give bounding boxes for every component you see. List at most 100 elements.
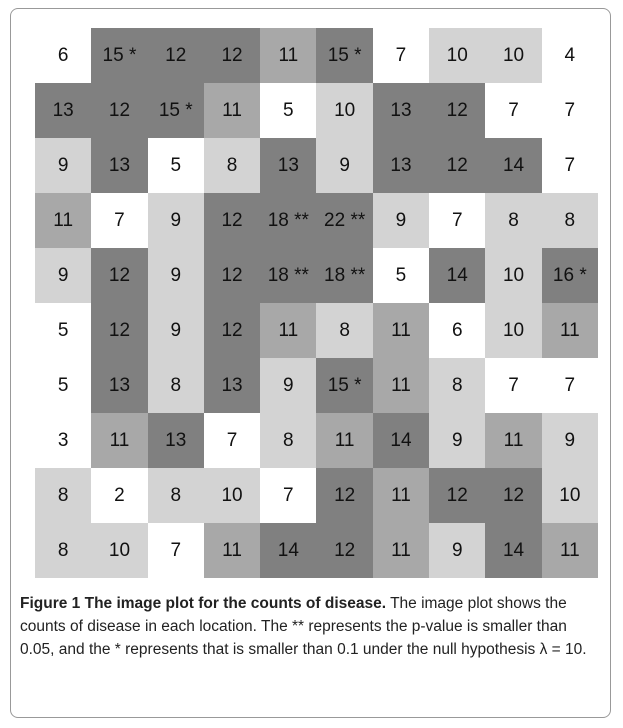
cell: 16 * — [541, 248, 598, 303]
cell: 10 — [316, 83, 373, 138]
cell: 8 — [541, 193, 598, 248]
cell: 15 * — [316, 28, 373, 83]
cell: 12 — [429, 468, 486, 523]
figure-frame — [10, 8, 611, 718]
cell: 2 — [91, 468, 148, 523]
cell: 11 — [203, 83, 261, 138]
cell: 9 — [372, 193, 430, 248]
cell: 12 — [485, 468, 542, 523]
cell: 7 — [429, 193, 486, 248]
cell: 13 — [260, 138, 317, 193]
cell: 3 — [35, 413, 92, 468]
cell: 7 — [485, 83, 542, 138]
cell: 8 — [147, 358, 204, 413]
cell: 22 ** — [316, 193, 373, 248]
cell: 12 — [91, 248, 148, 303]
cell: 8 — [147, 468, 204, 523]
cell: 9 — [147, 248, 204, 303]
cell: 13 — [372, 83, 430, 138]
cell: 8 — [260, 413, 317, 468]
cell: 15 * — [91, 28, 148, 83]
cell: 11 — [91, 413, 148, 468]
cell: 12 — [316, 468, 373, 523]
cell: 6 — [35, 28, 92, 83]
cell: 13 — [147, 413, 204, 468]
cell: 8 — [35, 468, 92, 523]
cell: 11 — [260, 28, 317, 83]
cell: 12 — [147, 28, 204, 83]
caption-title: Figure 1 The image plot for the counts o… — [20, 595, 387, 612]
cell: 15 * — [316, 358, 373, 413]
cell: 18 ** — [316, 248, 373, 303]
cell: 7 — [485, 358, 542, 413]
cell: 8 — [203, 138, 261, 193]
cell: 11 — [35, 193, 92, 248]
cell: 12 — [91, 303, 148, 358]
cell: 18 ** — [260, 193, 317, 248]
cell: 11 — [203, 523, 261, 578]
cell: 11 — [372, 358, 430, 413]
cell: 10 — [91, 523, 148, 578]
cell: 10 — [541, 468, 598, 523]
cell: 7 — [203, 413, 261, 468]
cell: 5 — [372, 248, 430, 303]
cell: 13 — [372, 138, 430, 193]
cell: 7 — [541, 83, 598, 138]
cell: 9 — [316, 138, 373, 193]
cell: 12 — [203, 193, 261, 248]
cell: 13 — [35, 83, 92, 138]
cell: 5 — [35, 303, 92, 358]
cell: 9 — [35, 138, 92, 193]
cell: 12 — [203, 303, 261, 358]
cell: 11 — [541, 523, 598, 578]
cell: 9 — [147, 303, 204, 358]
cell: 11 — [372, 303, 430, 358]
cell: 11 — [485, 413, 542, 468]
cell: 11 — [372, 523, 430, 578]
cell: 5 — [147, 138, 204, 193]
cell: 9 — [429, 413, 486, 468]
cell: 9 — [147, 193, 204, 248]
image-plot: 6 15 * 12 12 11 15 * 7 10 10 4 13 12 15 * 11 5 10 13 12 7 7… — [35, 28, 598, 578]
cell: 7 — [541, 358, 598, 413]
cell: 12 — [91, 83, 148, 138]
cell: 10 — [429, 28, 486, 83]
cell: 10 — [485, 28, 542, 83]
cell: 11 — [372, 468, 430, 523]
cell: 8 — [429, 358, 486, 413]
cell: 8 — [316, 303, 373, 358]
cell: 14 — [485, 138, 542, 193]
cell: 10 — [485, 303, 542, 358]
cell: 13 — [91, 358, 148, 413]
cell: 7 — [260, 468, 317, 523]
cell: 7 — [541, 138, 598, 193]
cell: 12 — [203, 248, 261, 303]
cell: 9 — [541, 413, 598, 468]
cell: 9 — [260, 358, 317, 413]
caption: Figure 1 The image plot for the counts o… — [20, 592, 605, 661]
cell: 8 — [485, 193, 542, 248]
cell: 18 ** — [260, 248, 317, 303]
cell: 12 — [203, 28, 261, 83]
cell: 14 — [485, 523, 542, 578]
cell: 9 — [429, 523, 486, 578]
cell: 11 — [260, 303, 317, 358]
cell: 14 — [372, 413, 430, 468]
cell: 7 — [372, 28, 430, 83]
cell: 14 — [429, 248, 486, 303]
cell: 7 — [147, 523, 204, 578]
cell: 5 — [35, 358, 92, 413]
cell: 14 — [260, 523, 317, 578]
cell: 9 — [35, 248, 92, 303]
cell: 11 — [541, 303, 598, 358]
cell: 4 — [541, 28, 598, 83]
cell: 5 — [260, 83, 317, 138]
cell: 12 — [429, 83, 486, 138]
cell: 15 * — [147, 83, 204, 138]
cell: 8 — [35, 523, 92, 578]
cell: 6 — [429, 303, 486, 358]
cell: 12 — [429, 138, 486, 193]
caption-text: The image plot shows the counts of disea… — [20, 595, 587, 658]
cell: 12 — [316, 523, 373, 578]
